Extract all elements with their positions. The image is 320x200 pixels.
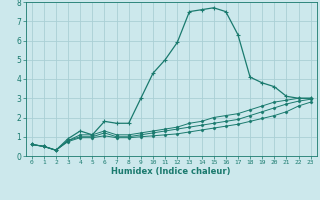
- X-axis label: Humidex (Indice chaleur): Humidex (Indice chaleur): [111, 167, 231, 176]
